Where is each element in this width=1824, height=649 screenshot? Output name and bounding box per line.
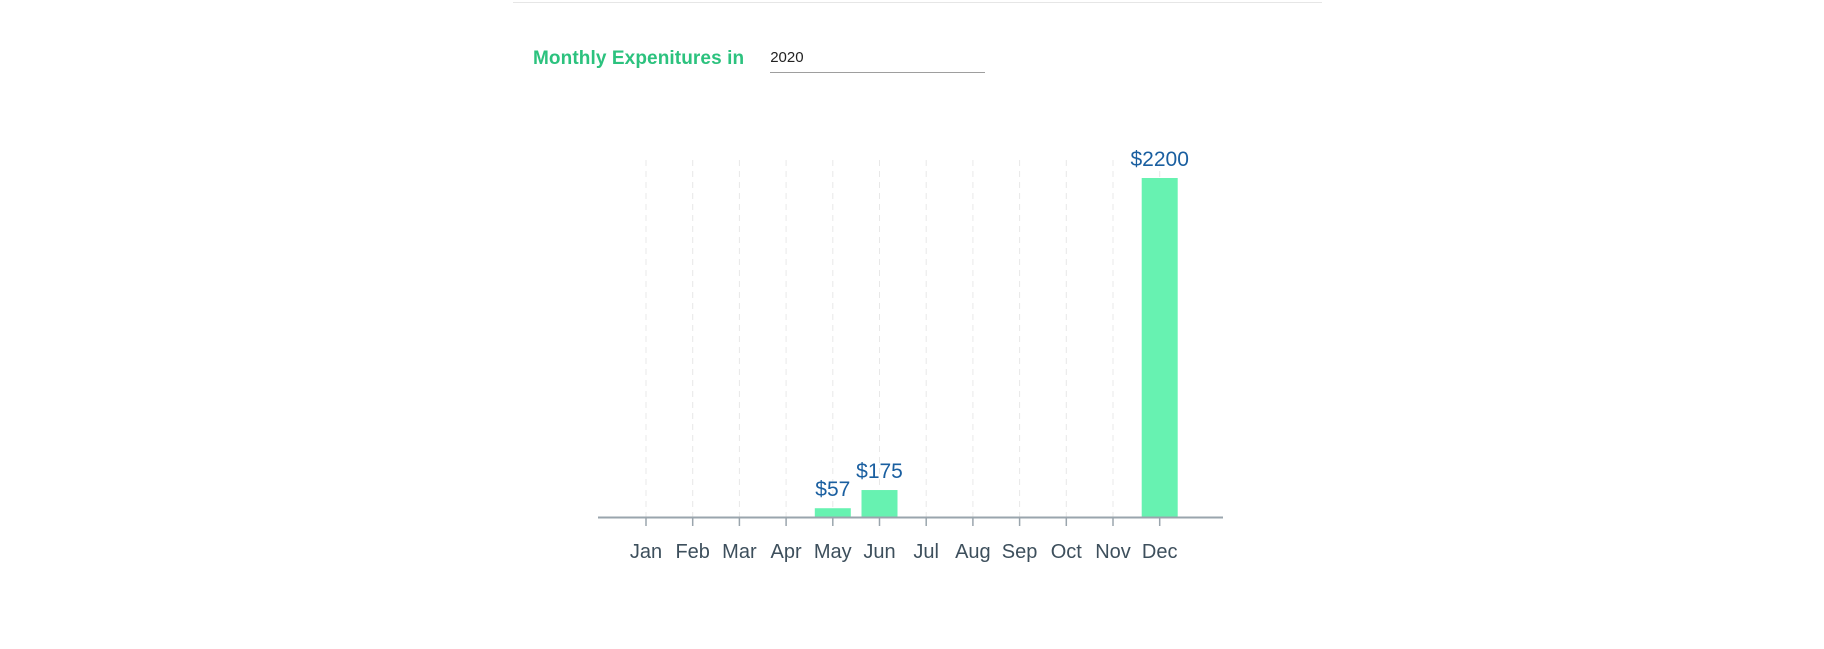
x-tick-label-sep: Sep: [1002, 541, 1038, 563]
bar-jun: [861, 490, 898, 517]
x-tick-label-apr: Apr: [771, 541, 802, 563]
x-tick-label-aug: Aug: [955, 541, 991, 563]
year-filter: Monthly Expenitures in: [533, 44, 986, 73]
bars: [814, 178, 1178, 517]
x-tick-label-jan: Jan: [630, 541, 662, 563]
top-divider: [513, 2, 1322, 3]
value-label-dec: $2200: [1130, 148, 1188, 171]
bar-may: [814, 508, 851, 517]
x-tick-label-mar: Mar: [722, 541, 757, 563]
x-tick-label-jul: Jul: [913, 541, 939, 563]
x-tick-label-may: May: [814, 541, 852, 563]
value-label-may: $57: [815, 478, 850, 501]
x-tick-label-oct: Oct: [1051, 541, 1083, 563]
x-tick-label-feb: Feb: [675, 541, 709, 563]
chart-title-label: Monthly Expenitures in: [533, 47, 745, 69]
bar-dec: [1141, 178, 1178, 517]
x-tick-label-dec: Dec: [1142, 541, 1178, 563]
value-label-jun: $175: [856, 460, 903, 483]
year-input[interactable]: [770, 44, 986, 73]
value-labels: $57 $175 $2200: [815, 148, 1189, 501]
x-axis: Jan Feb Mar Apr May Jun Jul Aug Sep Oct Nov Dec: [598, 516, 1223, 563]
x-tick-label-nov: Nov: [1095, 541, 1131, 563]
x-tick-label-jun: Jun: [863, 541, 895, 563]
